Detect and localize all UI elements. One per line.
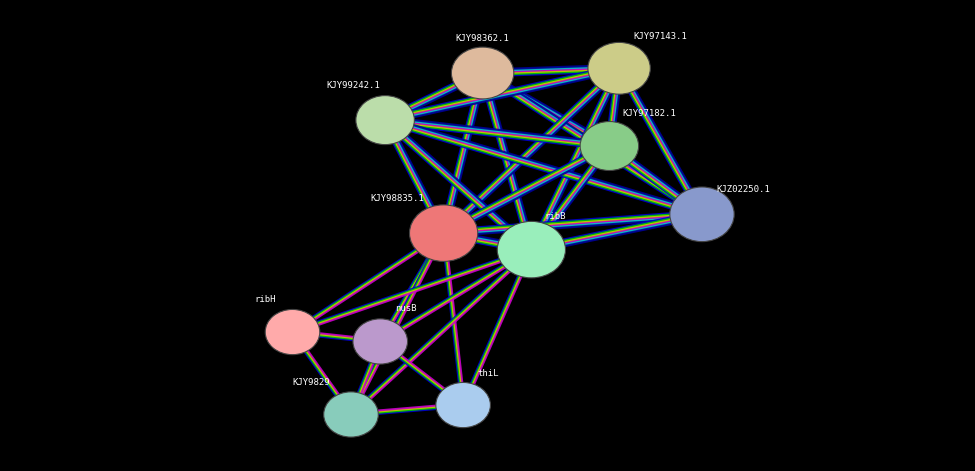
Text: KJY9829: KJY9829: [292, 378, 330, 387]
Text: ribB: ribB: [544, 212, 566, 221]
Ellipse shape: [436, 382, 490, 428]
Ellipse shape: [451, 47, 514, 99]
Ellipse shape: [265, 309, 320, 355]
Text: KJY99242.1: KJY99242.1: [327, 81, 380, 90]
Text: nusB: nusB: [395, 304, 416, 313]
Ellipse shape: [670, 187, 734, 242]
Text: ribH: ribH: [254, 295, 276, 304]
Text: KJY97143.1: KJY97143.1: [634, 32, 687, 41]
Text: thiL: thiL: [478, 369, 499, 378]
Ellipse shape: [588, 42, 650, 94]
Text: KJY98835.1: KJY98835.1: [370, 195, 424, 203]
Ellipse shape: [580, 122, 639, 171]
Ellipse shape: [353, 319, 408, 364]
Text: KJY97182.1: KJY97182.1: [622, 109, 676, 118]
Ellipse shape: [410, 205, 478, 261]
Ellipse shape: [356, 96, 414, 145]
Ellipse shape: [324, 392, 378, 437]
Ellipse shape: [497, 221, 566, 278]
Text: KJZ02250.1: KJZ02250.1: [717, 185, 770, 194]
Text: KJY98362.1: KJY98362.1: [455, 34, 510, 43]
